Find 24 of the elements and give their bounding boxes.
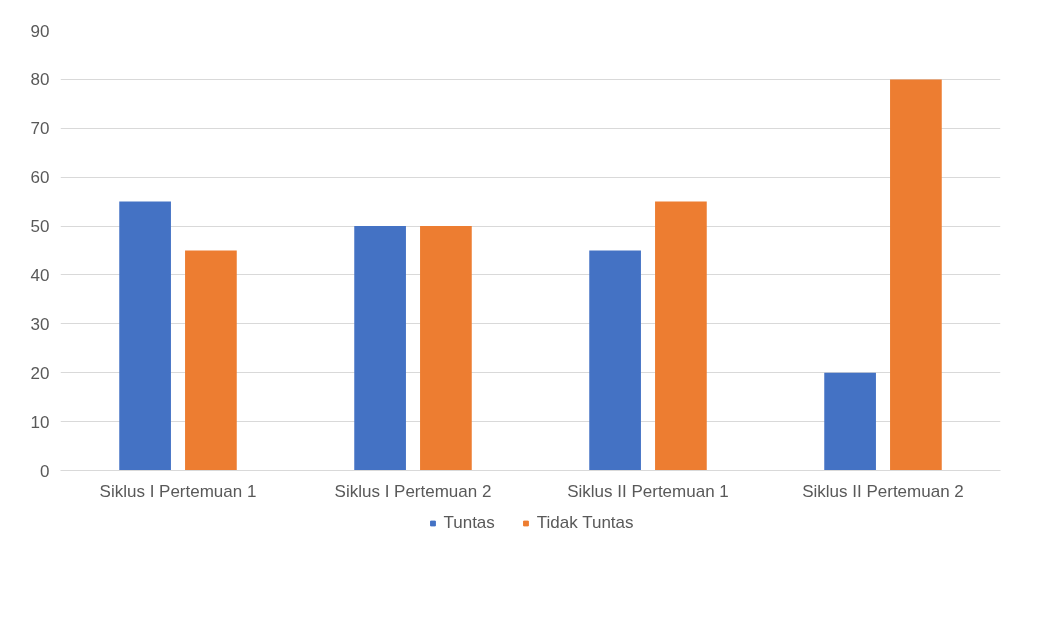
bar <box>119 201 171 471</box>
y-tick-label: 0 <box>40 461 50 481</box>
y-tick-label: 40 <box>30 265 50 285</box>
x-tick-label: Siklus II Pertemuan 1 <box>567 481 729 501</box>
y-tick-label: 60 <box>30 168 50 188</box>
bar <box>890 79 942 471</box>
y-tick-label: 70 <box>30 119 50 139</box>
bar <box>185 250 237 471</box>
x-tick-label: Siklus I Pertemuan 1 <box>99 481 257 501</box>
y-tick-label: 50 <box>30 217 50 237</box>
y-tick-label: 30 <box>30 314 50 334</box>
legend-label: Tuntas <box>443 513 495 533</box>
y-tick-label: 80 <box>30 70 50 90</box>
bar <box>655 201 707 471</box>
bar <box>354 226 406 471</box>
y-tick-label: 10 <box>30 412 50 432</box>
legend-label: Tidak Tuntas <box>536 513 634 533</box>
y-tick-label: 90 <box>30 21 50 41</box>
bar <box>420 226 472 471</box>
x-tick-label: Siklus II Pertemuan 2 <box>802 481 964 501</box>
x-tick-label: Siklus I Pertemuan 2 <box>334 481 492 501</box>
bar <box>824 372 876 471</box>
bar <box>589 250 641 471</box>
y-tick-label: 20 <box>30 363 50 383</box>
